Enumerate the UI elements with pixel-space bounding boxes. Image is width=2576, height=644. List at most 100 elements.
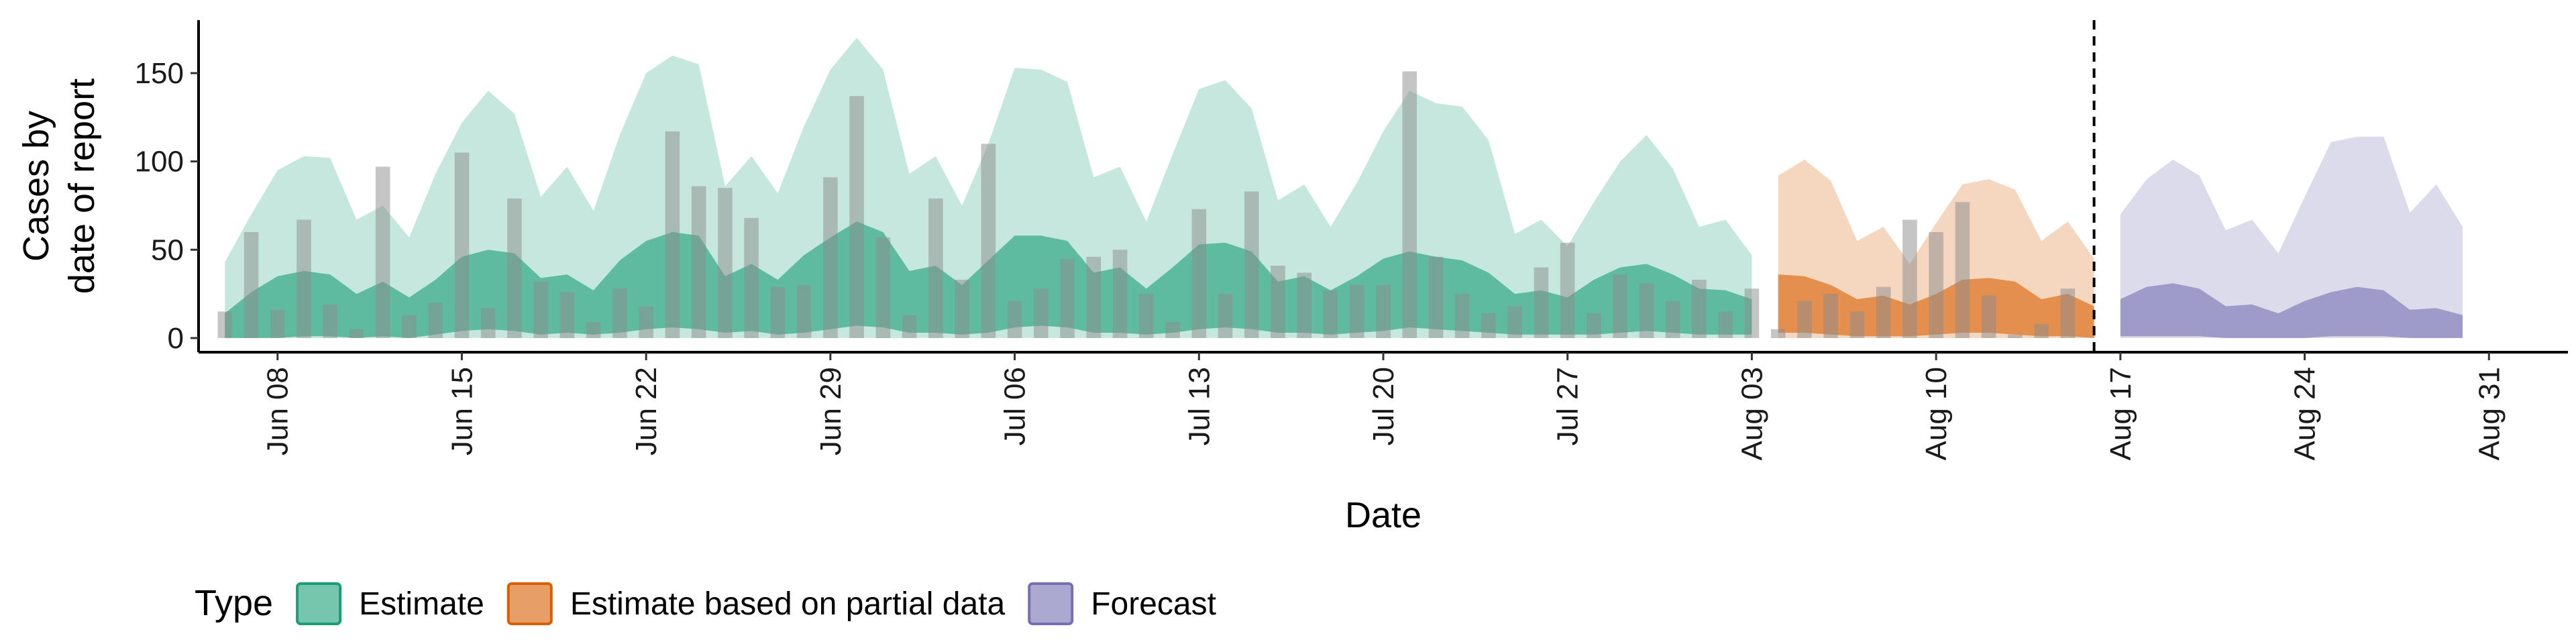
x-tick-label: Aug 10 <box>1920 367 1953 460</box>
reported-cases-bar <box>559 292 575 338</box>
reported-cases-bar <box>375 166 390 338</box>
legend-label: Estimate <box>359 586 484 622</box>
x-tick-label: Jun 08 <box>262 367 294 455</box>
reported-cases-bar <box>1823 294 1838 338</box>
reported-cases-bar <box>823 177 838 338</box>
y-tick-label: 50 <box>151 233 184 266</box>
reported-cases-bar <box>586 322 601 338</box>
legend-item-forecast: Forecast <box>1028 582 1216 625</box>
reported-cases-bar <box>1402 71 1417 339</box>
reported-cases-bar <box>1428 256 1444 338</box>
reported-cases-bar <box>691 186 706 338</box>
reported-cases-bar <box>1376 284 1391 338</box>
reported-cases-bar <box>1955 202 1970 338</box>
reported-cases-bar <box>1718 311 1733 338</box>
x-tick-label: Aug 03 <box>1735 367 1768 460</box>
legend-swatch <box>296 582 342 625</box>
y-axis-title-line-2: date of report <box>62 78 102 294</box>
reported-cases-bar <box>612 288 627 338</box>
y-tick-label: 0 <box>168 322 184 355</box>
reported-cases-bar <box>1560 242 1575 338</box>
y-tick-label: 100 <box>135 146 184 178</box>
legend-item-estimate: Estimate <box>296 582 484 625</box>
reported-cases-bar <box>349 329 364 338</box>
reported-cases-bar <box>875 237 891 338</box>
x-tick-label: Jun 29 <box>814 367 847 455</box>
reported-cases-bar <box>428 303 443 338</box>
reported-cases-bar <box>1849 311 1865 338</box>
legend-swatch <box>1028 582 1074 625</box>
x-tick-label: Jul 13 <box>1183 367 1216 445</box>
reported-cases-bar <box>270 309 285 338</box>
reported-cases-bar <box>1587 313 1601 338</box>
reported-cases-bar <box>1665 301 1680 338</box>
reported-cases-bar <box>2034 323 2049 338</box>
reported-cases-bar <box>1139 294 1154 338</box>
reported-cases-bar <box>217 311 233 338</box>
reported-cases-bar <box>1981 295 1996 338</box>
reported-cases-bar <box>744 217 759 338</box>
x-tick-label: Jul 06 <box>999 367 1032 445</box>
reported-cases-bar <box>849 96 864 338</box>
reported-cases-bar <box>718 188 733 338</box>
reported-cases-bar <box>1007 301 1022 338</box>
reported-cases-bar <box>928 198 943 338</box>
reported-cases-bar <box>2060 288 2076 338</box>
reported-cases-bar <box>639 306 653 338</box>
legend-label: Estimate based on partial data <box>570 586 1006 622</box>
reported-cases-bar <box>1613 274 1627 338</box>
reported-cases-bar <box>981 144 996 338</box>
reported-cases-bar <box>244 232 259 338</box>
legend-title: Type <box>195 583 273 623</box>
plot-bars <box>217 71 2076 339</box>
reported-cases-bar <box>2008 334 2023 338</box>
reported-cases-bar <box>1271 266 1285 338</box>
reported-cases-bar <box>480 308 496 338</box>
reported-cases-bar <box>1191 209 1207 338</box>
reported-cases-bar <box>1929 232 1943 338</box>
x-tick-label: Aug 24 <box>2289 367 2322 460</box>
x-tick-label: Jul 20 <box>1367 367 1400 445</box>
reported-cases-bar <box>1060 258 1075 338</box>
series-forecast-inner-band <box>2120 283 2463 338</box>
x-tick-label: Jul 27 <box>1552 367 1585 445</box>
reported-cases-bar <box>533 281 548 338</box>
reported-cases-bar <box>1218 294 1233 338</box>
legend-swatch <box>506 582 553 625</box>
reported-cases-bar <box>1297 272 1312 338</box>
x-tick-label: Jun 22 <box>630 367 663 455</box>
y-tick-label: 150 <box>135 57 184 90</box>
reported-cases-bar <box>1797 301 1812 338</box>
x-tick-label: Jun 15 <box>445 367 478 455</box>
legend-label: Forecast <box>1091 586 1216 622</box>
reported-cases-bar <box>1112 250 1128 338</box>
x-tick-label: Aug 17 <box>2104 367 2137 460</box>
x-axis-title: Date <box>1345 495 1421 535</box>
reported-cases-bar <box>402 315 417 338</box>
reported-cases-bar <box>1876 286 1891 338</box>
reported-cases-bar <box>1507 306 1522 338</box>
reported-cases-bar <box>1692 280 1707 338</box>
reported-cases-bar <box>1902 219 1917 338</box>
x-tick-label: Aug 31 <box>2473 367 2506 460</box>
reported-cases-bar <box>1034 288 1049 338</box>
reported-cases-bar <box>1481 313 1496 338</box>
reported-cases-bar <box>1454 294 1470 338</box>
reported-cases-bar <box>1534 267 1549 338</box>
reported-cases-bar <box>1323 290 1338 338</box>
reported-cases-bar <box>902 315 917 338</box>
legend-item-estimate-based-on-partial-data: Estimate based on partial data <box>506 582 1006 625</box>
reported-cases-bar <box>1770 329 1786 338</box>
reported-cases-bar <box>507 198 522 338</box>
reported-cases-bar <box>1244 191 1259 338</box>
reported-cases-bar <box>796 284 812 338</box>
reported-cases-bar <box>1744 288 1760 338</box>
legend: Type Estimate Estimate based on partial da… <box>195 582 1216 625</box>
reported-cases-bar <box>955 280 969 338</box>
reported-cases-bar <box>454 152 470 338</box>
reported-cases-bar <box>1639 283 1654 338</box>
reported-cases-bar <box>1165 322 1180 338</box>
y-axis-title-line-1: Cases by <box>16 111 56 262</box>
reported-cases-bar <box>665 131 680 338</box>
